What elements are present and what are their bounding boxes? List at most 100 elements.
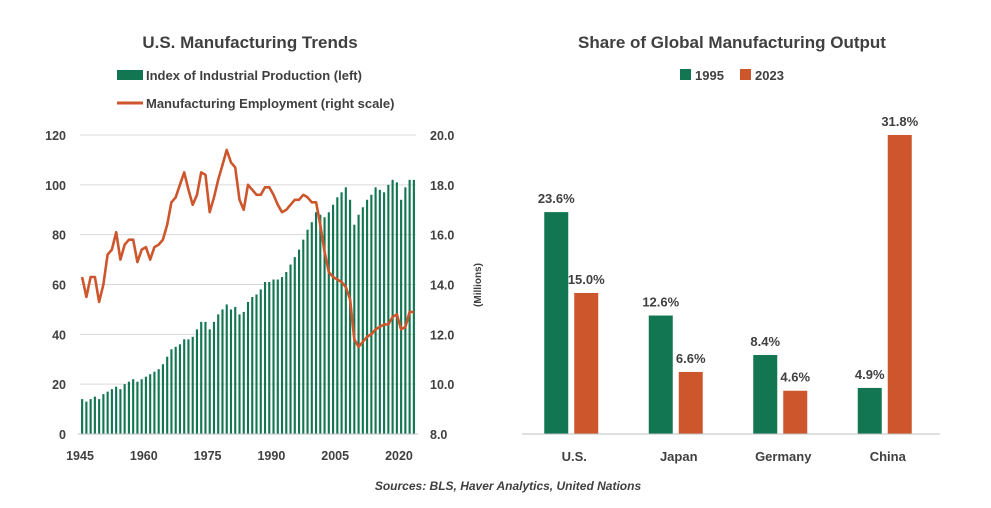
- industrial-production-bar: [136, 381, 139, 434]
- left-y-tick-label: 20: [52, 378, 66, 392]
- share-bar-1995: [544, 212, 569, 434]
- share-bar-2023: [887, 135, 912, 434]
- share-bar-1995: [857, 387, 882, 434]
- industrial-production-bar: [285, 272, 288, 434]
- industrial-production-bar: [238, 314, 241, 434]
- share-bar-1995: [648, 315, 673, 434]
- industrial-production-bar: [149, 374, 152, 434]
- industrial-production-bar: [272, 279, 275, 434]
- left-x-tick-label: 1960: [130, 449, 158, 463]
- left-x-tick-label: 2005: [321, 449, 349, 463]
- right-y-tick-label: 18.0: [430, 179, 454, 193]
- industrial-production-bar: [349, 199, 352, 434]
- industrial-production-bar: [132, 379, 135, 434]
- industrial-production-bar: [123, 384, 126, 434]
- left-y-tick-label: 60: [52, 279, 66, 293]
- industrial-production-bar: [293, 257, 296, 434]
- industrial-production-bar: [127, 381, 130, 434]
- right-chart: Share of Global Manufacturing Output 199…: [522, 33, 940, 464]
- share-bar-2023: [574, 292, 599, 434]
- industrial-production-bar: [289, 264, 292, 434]
- industrial-production-bar: [157, 369, 160, 434]
- right-chart-title: Share of Global Manufacturing Output: [578, 33, 886, 52]
- share-data-label: 23.6%: [538, 191, 575, 206]
- industrial-production-bar: [336, 197, 339, 434]
- industrial-production-bar: [404, 187, 407, 434]
- legend-swatch-2023: [740, 69, 751, 80]
- industrial-production-bar: [263, 282, 267, 434]
- industrial-production-bar: [195, 329, 199, 434]
- industrial-production-bar: [340, 192, 343, 434]
- industrial-production-bar: [319, 214, 322, 434]
- industrial-production-bar: [234, 306, 237, 434]
- legend-swatch-industrial-production: [117, 70, 143, 80]
- share-bar-2023: [783, 390, 808, 434]
- industrial-production-bar: [412, 179, 415, 434]
- industrial-production-bar: [191, 336, 194, 434]
- legend-label-industrial-production: Index of Industrial Production (left): [146, 68, 362, 83]
- left-x-tick-labels: 1945 1960 1975 1990 2005 2020: [66, 449, 413, 463]
- industrial-production-bar: [306, 229, 309, 434]
- right-y-tick-label: 20.0: [430, 129, 454, 143]
- source-note: Sources: BLS, Haver Analytics, United Na…: [375, 479, 642, 493]
- legend-label-employment: Manufacturing Employment (right scale): [146, 96, 394, 111]
- right-y-tick-labels: 8.0 10.0 12.0 14.0 16.0 18.0 20.0: [430, 129, 454, 442]
- industrial-production-bar: [387, 184, 390, 434]
- share-data-label: 4.6%: [780, 370, 810, 385]
- industrial-production-bar: [255, 294, 258, 434]
- industrial-production-bar: [119, 389, 122, 434]
- industrial-production-bar: [323, 217, 326, 434]
- share-data-label: 4.9%: [855, 367, 885, 382]
- industrial-production-bar: [378, 189, 381, 434]
- left-chart-title: U.S. Manufacturing Trends: [142, 33, 357, 52]
- share-bars: 23.6% 15.0% 12.6% 6.6% 8.4% 4.6% 4.9% 31.8%: [538, 114, 919, 434]
- industrial-production-bar: [102, 394, 105, 434]
- industrial-production-bar: [212, 321, 216, 434]
- industrial-production-bar: [374, 187, 377, 434]
- share-category-label: Germany: [755, 449, 812, 464]
- industrial-production-bar: [217, 314, 220, 434]
- share-category-label: China: [870, 449, 907, 464]
- industrial-production-bar: [204, 321, 207, 434]
- left-y-tick-label: 80: [52, 229, 66, 243]
- industrial-production-bar: [208, 329, 211, 434]
- left-y-tick-label: 100: [45, 179, 66, 193]
- industrial-production-bar: [395, 182, 398, 434]
- left-chart: U.S. Manufacturing Trends Index of Indus…: [45, 33, 484, 463]
- industrial-production-bar: [280, 277, 284, 434]
- left-x-tick-label: 1990: [257, 449, 285, 463]
- industrial-production-bar: [110, 389, 113, 434]
- industrial-production-bar: [310, 222, 313, 434]
- industrial-production-bars: [81, 179, 415, 434]
- legend-label-2023: 2023: [755, 68, 784, 83]
- industrial-production-bar: [391, 179, 394, 434]
- left-y-tick-label: 120: [45, 129, 66, 143]
- industrial-production-bar: [268, 282, 271, 434]
- right-axis-label: (Millions): [473, 263, 484, 307]
- industrial-production-bar: [81, 399, 84, 434]
- industrial-production-bar: [229, 309, 233, 434]
- legend-swatch-1995: [680, 69, 691, 80]
- left-x-tick-label: 2020: [385, 449, 413, 463]
- industrial-production-bar: [174, 346, 177, 434]
- industrial-production-bar: [357, 214, 360, 434]
- left-x-tick-label: 1945: [66, 449, 94, 463]
- industrial-production-bar: [302, 239, 305, 434]
- industrial-production-bar: [314, 212, 318, 434]
- industrial-production-bar: [85, 401, 88, 434]
- industrial-production-bar: [361, 207, 364, 434]
- industrial-production-bar: [161, 364, 164, 434]
- industrial-production-bar: [183, 339, 186, 434]
- industrial-production-bar: [383, 192, 386, 434]
- share-data-label: 6.6%: [676, 351, 706, 366]
- right-y-tick-label: 12.0: [430, 328, 454, 342]
- industrial-production-bar: [332, 204, 335, 434]
- industrial-production-bar: [251, 296, 254, 434]
- industrial-production-bar: [408, 179, 411, 434]
- industrial-production-bar: [242, 311, 245, 434]
- share-category-labels: U.S. Japan Germany China: [562, 449, 907, 464]
- left-y-tick-label: 0: [59, 428, 66, 442]
- industrial-production-bar: [246, 301, 250, 434]
- share-category-label: U.S.: [562, 449, 587, 464]
- industrial-production-bar: [115, 386, 118, 434]
